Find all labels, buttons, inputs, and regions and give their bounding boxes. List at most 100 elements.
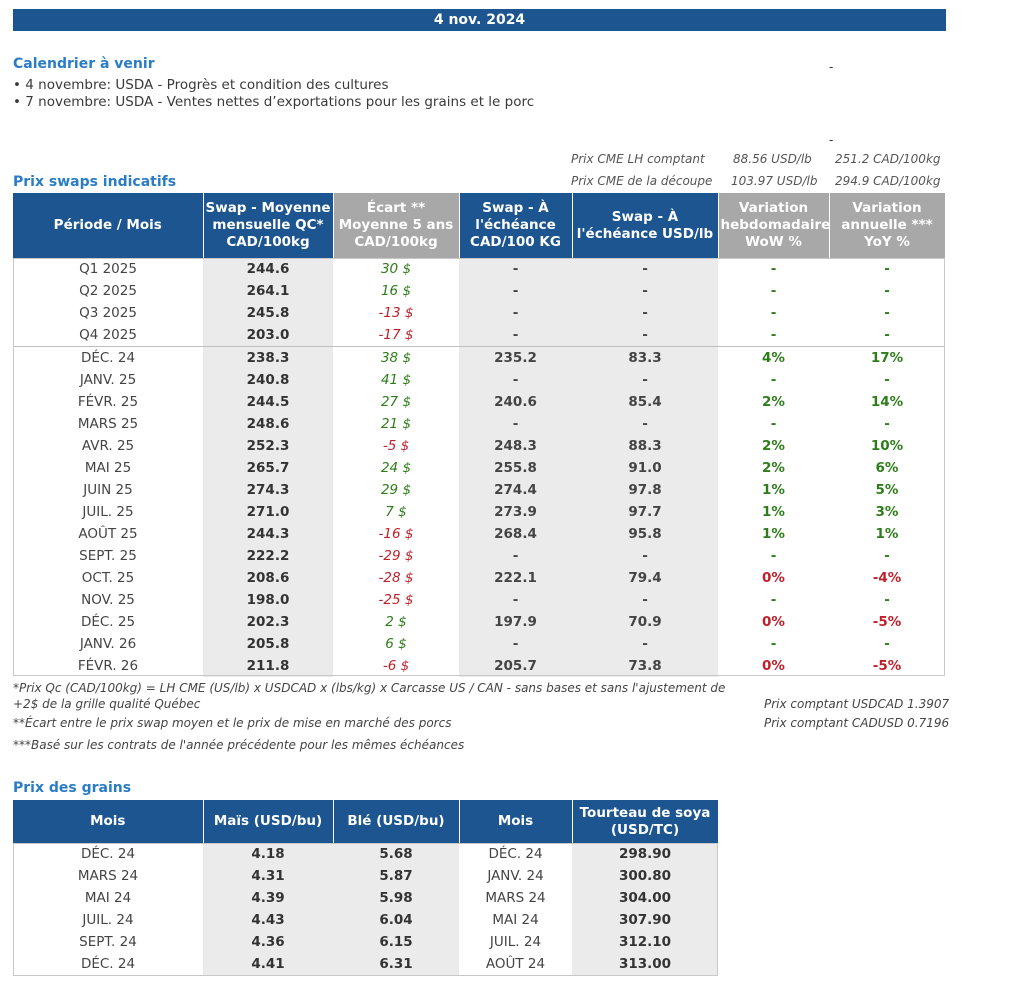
corn-cell: 4.39 xyxy=(203,887,333,909)
header-wow: Variation hebdomadaire WoW % xyxy=(718,193,830,258)
cme-cutout-cad: 294.9 CAD/100kg xyxy=(835,174,941,188)
gap-cell: 38 $ xyxy=(333,346,459,369)
swap-avg-cell: 222.2 xyxy=(203,545,333,567)
period-cell: Q3 2025 xyxy=(79,305,137,321)
swap-cad-cell: - xyxy=(459,324,572,347)
swap-avg-cell: 203.0 xyxy=(203,324,333,347)
table-row: JANV. 26 205.8 6 $ - - - - xyxy=(13,633,945,655)
yoy-cell: 6% xyxy=(875,460,899,476)
swap-usd-cell: 73.8 xyxy=(572,655,718,677)
period-cell: JUIL. 25 xyxy=(82,504,134,520)
swap-avg-cell: 274.3 xyxy=(203,479,333,501)
swap-usd-cell: 91.0 xyxy=(572,457,718,479)
wow-cell: 1% xyxy=(762,504,785,520)
gap-cell: 27 $ xyxy=(380,394,412,410)
gap-cell: -13 $ xyxy=(378,305,414,321)
swap-usd-cell: - xyxy=(572,545,718,567)
report-date: 4 nov. 2024 xyxy=(433,12,526,28)
grains-title: Prix des grains xyxy=(13,780,132,796)
swaps-title: Prix swaps indicatifs xyxy=(13,174,177,190)
cme-cutout-label: Prix CME de la découpe xyxy=(571,174,713,188)
corn-cell: 4.18 xyxy=(203,843,333,865)
swap-avg-cell: 240.8 xyxy=(203,369,333,391)
table-row: DÉC. 24 238.3 38 $235.2 83.3 4% 17% xyxy=(13,346,945,369)
swap-avg-cell: 271.0 xyxy=(203,501,333,523)
swap-usd-cell: - xyxy=(572,633,718,655)
cme-spot-label: Prix CME LH comptant xyxy=(571,152,705,166)
table-row: FÉVR. 25 244.5 27 $ 240.6 85.4 2% 14% xyxy=(13,391,945,413)
month-cell: MAI 24 xyxy=(84,890,132,906)
swap-cad-cell: 222.1 xyxy=(459,567,572,589)
swap-usd-cell: - xyxy=(572,324,718,347)
soymeal-cell: 312.10 xyxy=(572,931,718,953)
table-row: DÉC. 24 4.18 5.68 DÉC. 24 298.90 xyxy=(13,843,718,865)
cme-spot-cad: 251.2 CAD/100kg xyxy=(835,152,941,166)
wheat-cell: 5.98 xyxy=(333,887,459,909)
swap-avg-cell: 252.3 xyxy=(203,435,333,457)
cme-cutout-usd: 103.97 USD/lb xyxy=(731,174,818,188)
period-cell: JANV. 25 xyxy=(79,372,137,388)
swap-avg-cell: 205.8 xyxy=(203,633,333,655)
table-row: JUIL. 25 271.0 7 $ 273.9 97.7 1% 3% xyxy=(13,501,945,523)
swap-avg-cell: 248.6 xyxy=(203,413,333,435)
wow-cell: - xyxy=(770,416,777,432)
header-soymeal: Tourteau de soya (USD/TC) xyxy=(572,800,719,843)
table-row: JANV. 25 240.8 41 $ - - - - xyxy=(13,369,945,391)
period-cell: AOÛT 25 xyxy=(78,526,138,542)
swap-usd-cell: - xyxy=(572,589,718,611)
yoy-cell: 10% xyxy=(870,438,904,454)
period-cell: MAI 25 xyxy=(84,460,132,476)
yoy-cell: - xyxy=(884,261,890,277)
swap-avg-cell: 265.7 xyxy=(203,457,333,479)
gap-cell: -16 $ xyxy=(378,526,414,542)
swap-usd-cell: 95.8 xyxy=(572,523,718,545)
gap-cell: 2 $ xyxy=(385,614,407,630)
table-row: Q2 2025 264.1 16 $ - - - - xyxy=(13,280,945,302)
wow-cell: - xyxy=(770,305,777,321)
swap-avg-cell: 244.5 xyxy=(203,391,333,413)
wow-cell: 1% xyxy=(762,482,785,498)
soymeal-cell: 298.90 xyxy=(572,843,718,865)
swap-cad-cell: - xyxy=(459,633,572,655)
period-cell: SEPT. 25 xyxy=(79,548,137,564)
table-row: AVR. 25 252.3 -5 $ 248.3 88.3 2% 10% xyxy=(13,435,945,457)
gap-cell: -17 $ xyxy=(378,327,414,343)
swap-cad-cell: 240.6 xyxy=(459,391,572,413)
footnote-yoy: ***Basé sur les contrats de l'année préc… xyxy=(13,738,465,752)
wow-cell: - xyxy=(770,548,777,564)
swap-avg-cell: 238.3 xyxy=(203,346,333,369)
swap-avg-cell: 244.3 xyxy=(203,523,333,545)
swap-cad-cell: - xyxy=(459,302,572,324)
period-cell: DÉC. 25 xyxy=(80,614,136,630)
month-cell-2: MARS 24 xyxy=(485,890,546,906)
month-cell-2: JANV. 24 xyxy=(487,868,544,884)
wow-cell: 0% xyxy=(762,614,785,630)
gap-cell: -6 $ xyxy=(382,658,410,674)
gap-cell: 30 $ xyxy=(380,261,412,277)
corn-cell: 4.36 xyxy=(203,931,333,953)
yoy-cell: - xyxy=(884,327,890,343)
swap-usd-cell: 85.4 xyxy=(572,391,718,413)
swap-cad-cell: - xyxy=(459,589,572,611)
header-swap-cad: Swap - À l'échéance CAD/100 KG xyxy=(459,193,573,258)
wow-cell: - xyxy=(770,283,777,299)
usdcad-spot: Prix comptant USDCAD 1.3907 xyxy=(764,697,950,711)
yoy-cell: - xyxy=(884,416,890,432)
wow-cell: 0% xyxy=(762,570,785,586)
month-cell-2: DÉC. 24 xyxy=(488,846,543,862)
period-cell: NOV. 25 xyxy=(81,592,135,608)
wheat-cell: 5.68 xyxy=(333,843,459,865)
calendar-title: Calendrier à venir xyxy=(13,56,155,72)
table-row: Q4 2025 203.0 -17 $ - - - - xyxy=(13,324,945,347)
swap-usd-cell: 83.3 xyxy=(572,346,718,369)
gap-cell: -5 $ xyxy=(382,438,410,454)
wow-cell: 2% xyxy=(762,438,785,454)
yoy-cell: 3% xyxy=(875,504,899,520)
yoy-cell: -5% xyxy=(872,614,902,630)
yoy-cell: -4% xyxy=(872,570,902,586)
swap-usd-cell: - xyxy=(572,302,718,324)
swap-usd-cell: - xyxy=(572,280,718,302)
table-row: JUIL. 24 4.43 6.04 MAI 24 307.90 xyxy=(13,909,718,931)
wow-cell: 2% xyxy=(762,394,785,410)
dash-mark: - xyxy=(829,60,834,74)
